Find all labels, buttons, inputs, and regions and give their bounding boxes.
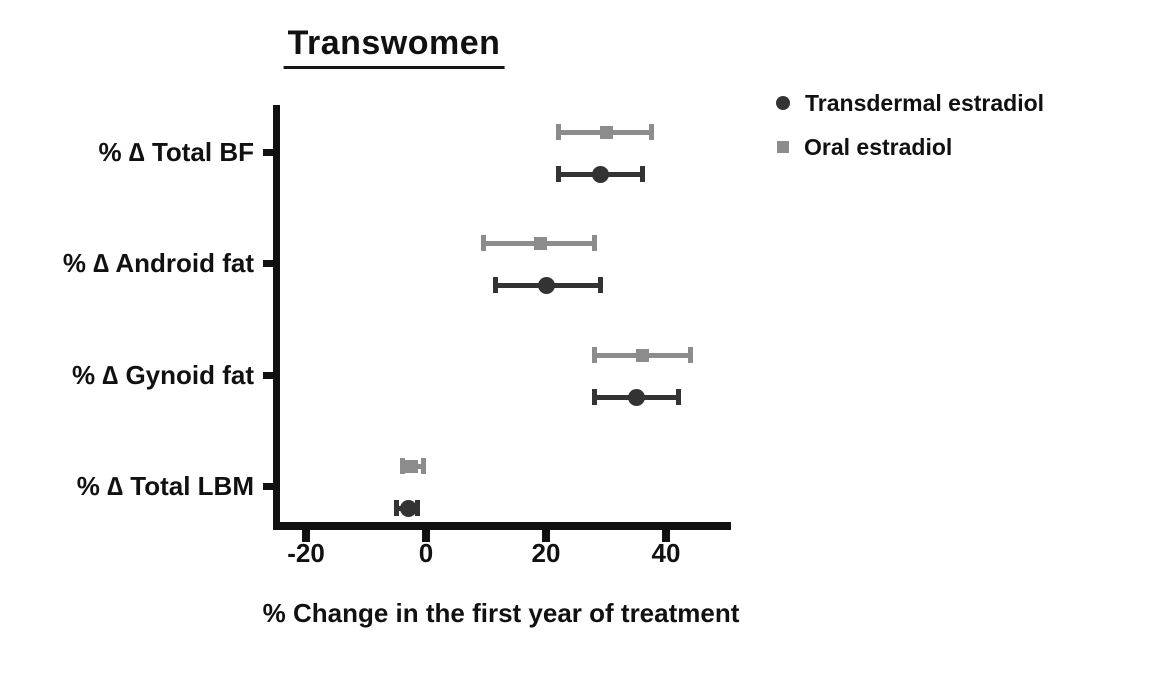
square-marker-icon bbox=[777, 141, 789, 153]
error-bar-cap bbox=[480, 235, 486, 251]
x-tick-label: 40 bbox=[651, 538, 681, 568]
category-label-total-lbm: % ∆ Total LBM bbox=[76, 471, 254, 501]
error-bar-cap bbox=[591, 347, 597, 363]
x-tick-label: 20 bbox=[531, 538, 561, 568]
x-axis-tick bbox=[542, 530, 550, 542]
legend-label: Oral estradiol bbox=[804, 133, 953, 160]
error-bar-cap bbox=[555, 124, 561, 140]
error-bar-cap bbox=[675, 389, 681, 405]
legend-item-oral-estradiol: Oral estradiol bbox=[776, 125, 1044, 169]
data-point-marker bbox=[533, 236, 547, 250]
data-point-marker bbox=[404, 459, 418, 473]
x-axis-tick bbox=[422, 530, 430, 542]
error-bar-cap bbox=[393, 500, 399, 516]
error-bar-cap bbox=[597, 277, 603, 293]
legend: Transdermal estradiol Oral estradiol bbox=[776, 81, 1044, 169]
x-axis-line bbox=[273, 522, 731, 530]
y-axis-line bbox=[273, 105, 280, 530]
legend-item-transdermal-estradiol: Transdermal estradiol bbox=[776, 81, 1044, 125]
error-bar-cap bbox=[420, 458, 426, 474]
data-point-marker bbox=[627, 388, 645, 406]
category-label-gynoid-fat: % ∆ Gynoid fat bbox=[71, 360, 254, 390]
x-tick-label: -20 bbox=[287, 538, 325, 568]
error-bar-cap bbox=[639, 166, 645, 182]
category-label-android-fat: % ∆ Android fat bbox=[62, 248, 254, 278]
data-point-marker bbox=[537, 276, 555, 294]
data-point-marker bbox=[399, 499, 417, 517]
chart-title: Transwomen bbox=[283, 24, 505, 69]
legend-label: Transdermal estradiol bbox=[805, 89, 1045, 116]
error-bar-cap bbox=[414, 500, 420, 516]
x-axis-tick bbox=[302, 530, 310, 542]
y-axis-tick bbox=[263, 148, 273, 156]
y-axis-tick bbox=[263, 259, 273, 267]
error-bar-cap bbox=[492, 277, 498, 293]
error-bar-cap bbox=[591, 235, 597, 251]
x-tick-label: 0 bbox=[418, 538, 434, 568]
error-bar-cap bbox=[399, 458, 405, 474]
error-bar-cap bbox=[591, 389, 597, 405]
y-axis-tick bbox=[263, 371, 273, 379]
data-point-marker bbox=[599, 125, 613, 139]
error-bar-cap bbox=[648, 124, 654, 140]
data-point-marker bbox=[591, 165, 609, 183]
y-axis-tick bbox=[263, 482, 273, 490]
data-point-marker bbox=[635, 348, 649, 362]
error-bar-cap bbox=[555, 166, 561, 182]
x-axis-tick bbox=[662, 530, 670, 542]
error-bar-cap bbox=[687, 347, 693, 363]
circle-marker-icon bbox=[776, 96, 790, 110]
x-axis-title: % Change in the first year of treatment bbox=[262, 598, 740, 628]
category-label-total-bf: % ∆ Total BF bbox=[98, 137, 254, 167]
